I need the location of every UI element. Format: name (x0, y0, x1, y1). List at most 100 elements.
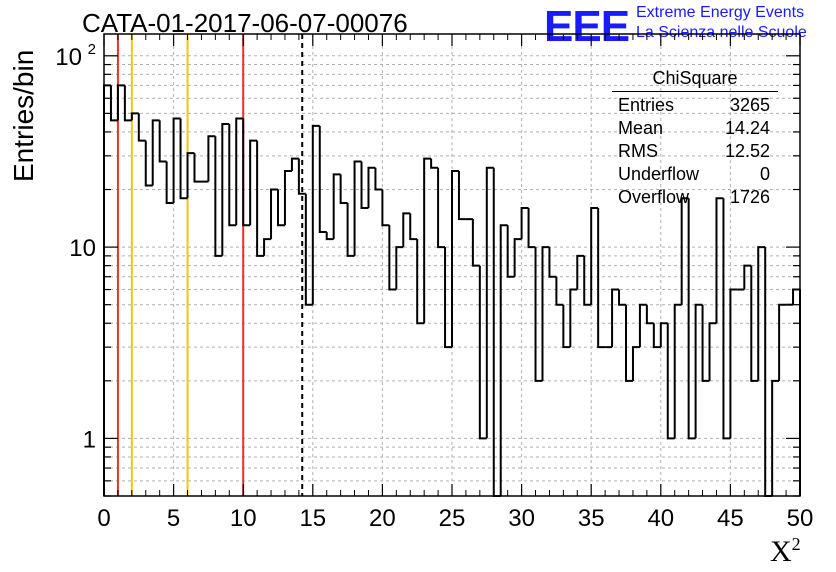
x-axis-label-exp: 2 (791, 534, 801, 554)
histogram-bin (499, 224, 508, 496)
x-tick-label: 15 (299, 505, 326, 532)
histogram-bin (256, 140, 265, 257)
histogram-bin (569, 288, 578, 348)
histogram-bin (590, 207, 599, 305)
histogram-bin (444, 247, 452, 349)
histogram-bin (228, 124, 237, 227)
stats-value: 14.24 (724, 118, 770, 138)
histogram-bin (158, 120, 167, 163)
histogram-bin (437, 167, 446, 249)
stats-value: 1726 (729, 187, 770, 207)
x-tick-label: 10 (230, 505, 257, 532)
x-tick-label: 0 (97, 505, 110, 532)
stats-row: Overflow 1726 (612, 186, 778, 209)
histogram-bin (270, 188, 278, 240)
stats-label: Overflow (618, 187, 690, 207)
histogram-bin (506, 225, 515, 278)
histogram-bin (618, 289, 626, 306)
histogram-bin (562, 304, 571, 349)
x-tick-label: 30 (508, 505, 535, 532)
histogram-bin (687, 198, 696, 440)
histogram-bin (701, 304, 710, 382)
histogram-bin (652, 323, 661, 349)
histogram-bin (367, 166, 376, 209)
stats-row: RMS 12.52 (612, 140, 778, 163)
histogram-bin (548, 247, 557, 278)
histogram-bin (771, 379, 780, 496)
histogram-bin (186, 152, 195, 199)
x-axis-label: X2 (770, 534, 801, 569)
histogram-bin (625, 304, 633, 382)
histogram-bin (151, 119, 160, 186)
histogram-bin (277, 189, 285, 227)
histogram-bin (193, 153, 202, 183)
histogram-bin (750, 265, 759, 382)
histogram-bin (103, 84, 111, 496)
histogram-bin (137, 113, 146, 142)
stats-row: Mean 14.24 (612, 117, 778, 140)
histogram-bin (708, 322, 717, 381)
histogram-bin (478, 265, 487, 440)
histogram-bin (130, 112, 139, 121)
histogram-bin (757, 246, 766, 381)
histogram-bin (611, 288, 620, 348)
histogram-bin (332, 173, 341, 240)
histogram-bin (645, 304, 654, 325)
histogram-bin (409, 213, 418, 241)
histogram-bin (541, 246, 550, 381)
histogram-bin (471, 219, 480, 267)
histogram-bin (792, 288, 800, 305)
stats-label: Entries (618, 95, 675, 115)
x-tick-label: 50 (787, 505, 814, 532)
stats-row: Entries 3265 (612, 94, 778, 117)
histogram-bin (304, 193, 313, 306)
x-tick-label: 45 (717, 505, 744, 532)
histogram-bin (666, 323, 675, 440)
histogram-bin (534, 247, 543, 382)
histogram-bin (457, 170, 466, 221)
stats-label: Underflow (618, 164, 700, 184)
histogram-bin (290, 157, 299, 171)
histogram-bin (214, 136, 223, 257)
histogram-bin (764, 247, 773, 497)
histogram-bin (638, 303, 647, 348)
histogram-bin (722, 198, 731, 440)
histogram-bin (123, 85, 132, 122)
histogram-bin (778, 303, 787, 381)
histogram-bin (597, 208, 606, 349)
eee-logo: EEE (544, 2, 630, 51)
histogram-bin (680, 197, 689, 305)
histogram-bin (325, 231, 334, 241)
chart-title: CATA-01-2017-06-07-00076 (82, 8, 408, 38)
histogram-bin (631, 346, 640, 381)
histogram-bin (729, 288, 738, 439)
stats-rows: Entries 3265 Mean 14.24 RMS 12.52 Underflow 0 Ov… (612, 94, 778, 209)
y-tick-label: 10 (69, 235, 96, 262)
histogram-bin (221, 123, 230, 256)
histogram-bin (144, 140, 153, 187)
y-tick-label: 10 (55, 44, 82, 71)
x-tick-label: 35 (578, 505, 605, 532)
histogram-bin (360, 161, 369, 210)
histogram-bin (318, 125, 327, 233)
histogram-bin (451, 169, 459, 348)
stats-value: 0 (759, 164, 770, 184)
histogram-bin (423, 157, 432, 324)
x-axis-label-base: X (770, 535, 792, 568)
histogram-bin (249, 139, 258, 226)
x-tick-label: 40 (647, 505, 674, 532)
histogram-bin (116, 84, 125, 121)
stats-box: ChiSquare Entries 3265 Mean 14.24 RMS 12.52 Un… (612, 68, 778, 209)
histogram-bin (165, 161, 174, 205)
x-tick-label: 25 (439, 505, 466, 532)
histogram-bin (555, 276, 564, 306)
histogram-bin (583, 255, 592, 306)
histogram-bin (395, 246, 404, 290)
histogram-bin (402, 212, 411, 248)
histogram-bin (179, 118, 188, 200)
histogram-bin (242, 118, 251, 227)
logo-line-1: Extreme Energy Events (636, 4, 805, 21)
histogram-bin (374, 167, 383, 191)
histogram-bin (381, 189, 390, 227)
